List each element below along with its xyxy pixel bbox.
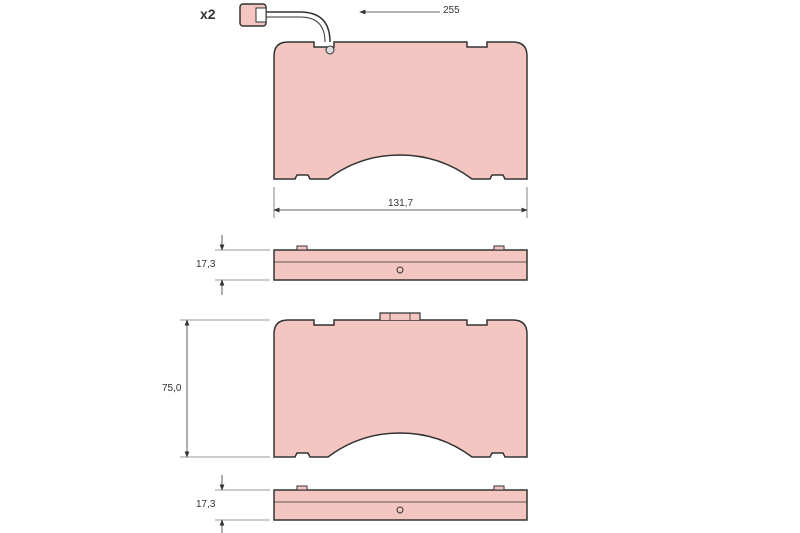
brake-pad-bottom-view [274,313,527,457]
brake-pad-side-view-top [274,246,527,280]
dimension-thickness-top-label: 17,3 [196,259,215,270]
dimension-thickness-top [215,235,270,295]
dimension-wire-length-label: 255 [443,5,460,16]
brake-pad-top-view [274,42,527,179]
dimension-thickness-bottom [215,475,270,533]
dimension-height [180,320,270,457]
brake-pad-side-view-bottom [274,486,527,520]
dimension-width-label: 131,7 [388,198,413,209]
dimension-height-label: 75,0 [162,383,181,394]
dimension-thickness-bottom-label: 17,3 [196,499,215,510]
wear-sensor-wire [240,4,440,42]
diagram-canvas [0,0,800,533]
quantity-label: x2 [200,6,216,22]
